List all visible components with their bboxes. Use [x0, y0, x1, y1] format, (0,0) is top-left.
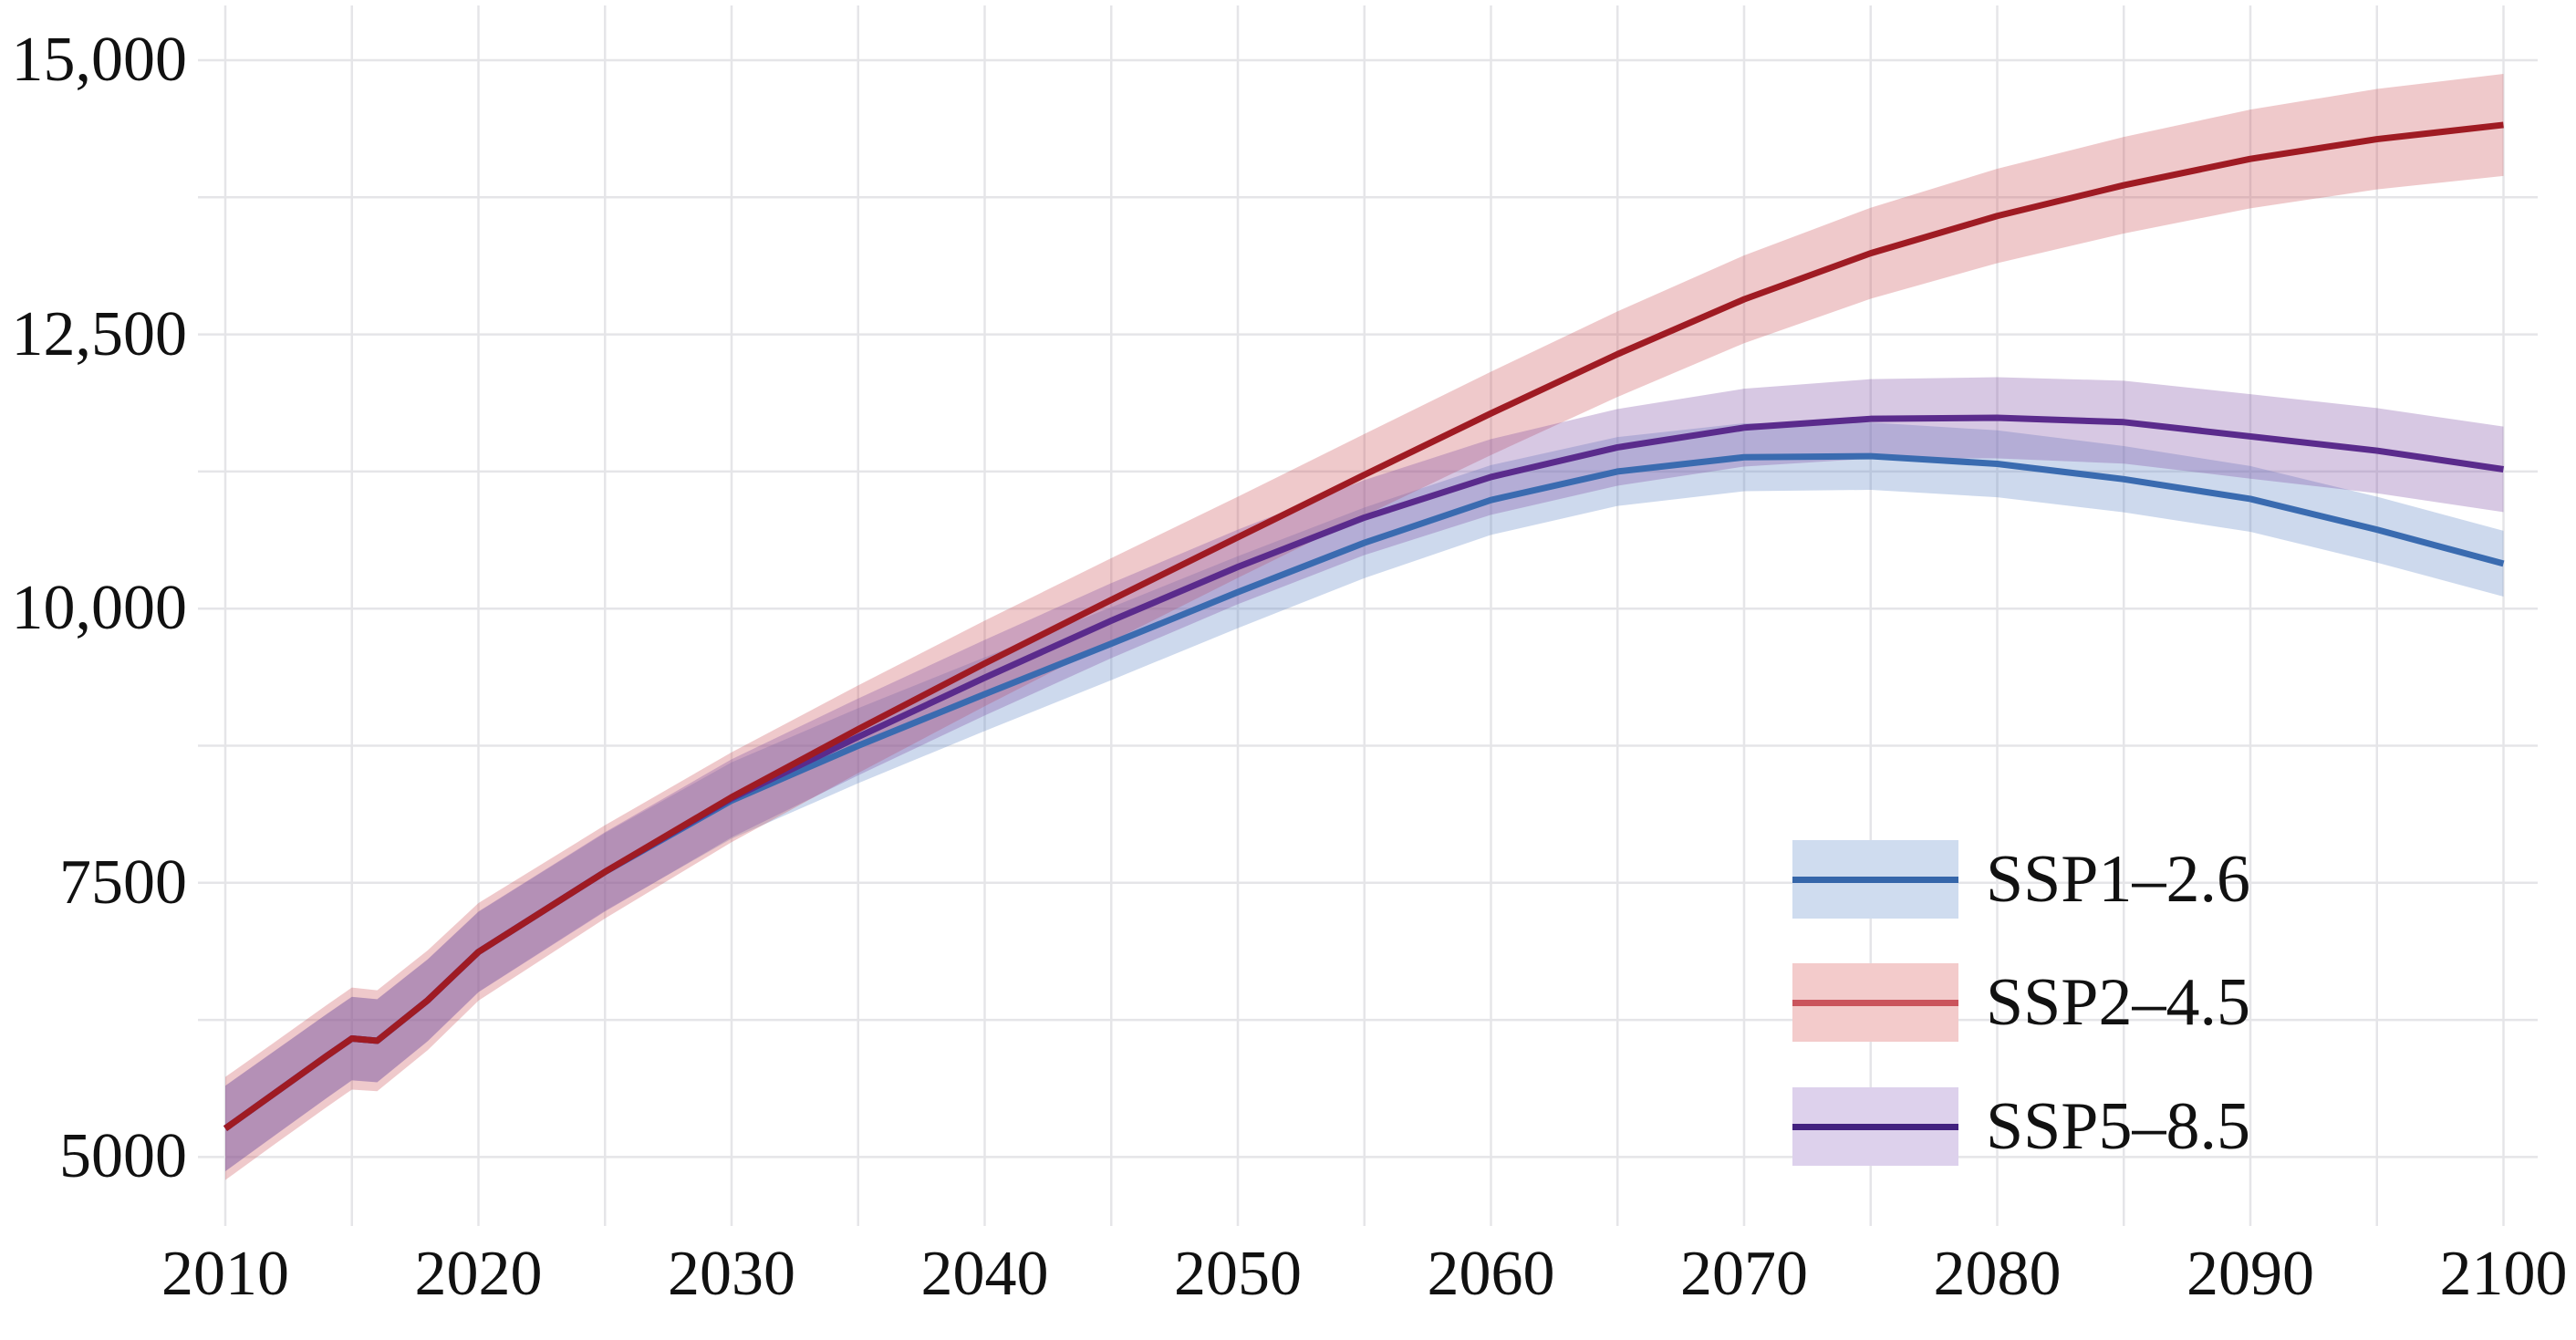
x-axis-tick-label: 2010 — [161, 1239, 289, 1309]
legend-swatch-ssp1 — [1792, 840, 1958, 919]
x-axis-tick-label: 2080 — [1933, 1239, 2062, 1309]
series-line-ssp2-4.5 — [223, 121, 2504, 1131]
y-axis-tick-label: 7500 — [59, 847, 187, 918]
legend-swatch-ssp2 — [1792, 963, 1958, 1042]
y-axis-tick-label: 10,000 — [11, 573, 188, 644]
legend-label: SSP1–2.6 — [1986, 842, 2250, 917]
legend-line-ssp2 — [1792, 1000, 1958, 1006]
x-axis-tick-label: 2030 — [668, 1239, 795, 1309]
ci-band-ssp1-2.6 — [225, 422, 2504, 1172]
legend-item-ssp1: SSP1–2.6 — [1792, 840, 2250, 919]
x-axis-tick-label: 2100 — [2439, 1239, 2568, 1309]
legend-item-ssp5: SSP5–8.5 — [1792, 1087, 2250, 1166]
y-axis-tick-label: 5000 — [59, 1121, 187, 1192]
legend-line-ssp5 — [1792, 1124, 1958, 1130]
x-axis-tick-label: 2090 — [2186, 1239, 2314, 1309]
x-axis-tick-label: 2070 — [1680, 1239, 1808, 1309]
legend-line-ssp1 — [1792, 877, 1958, 883]
x-axis-tick-label: 2060 — [1427, 1239, 1555, 1309]
x-axis-tick-label: 2050 — [1174, 1239, 1302, 1309]
ci-band-ssp2-4.5 — [225, 74, 2504, 1180]
y-axis-tick-label: 15,000 — [11, 25, 188, 95]
x-axis-tick-label: 2040 — [920, 1239, 1049, 1309]
ci-band-ssp5-8.5 — [225, 377, 2504, 1172]
legend-item-ssp2: SSP2–4.5 — [1792, 963, 2250, 1042]
x-axis-tick-label: 2020 — [414, 1239, 543, 1309]
legend-label: SSP5–8.5 — [1986, 1089, 2250, 1164]
legend-label: SSP2–4.5 — [1986, 965, 2250, 1040]
y-axis-tick-label: 12,500 — [11, 298, 188, 369]
legend-swatch-ssp5 — [1792, 1087, 1958, 1166]
